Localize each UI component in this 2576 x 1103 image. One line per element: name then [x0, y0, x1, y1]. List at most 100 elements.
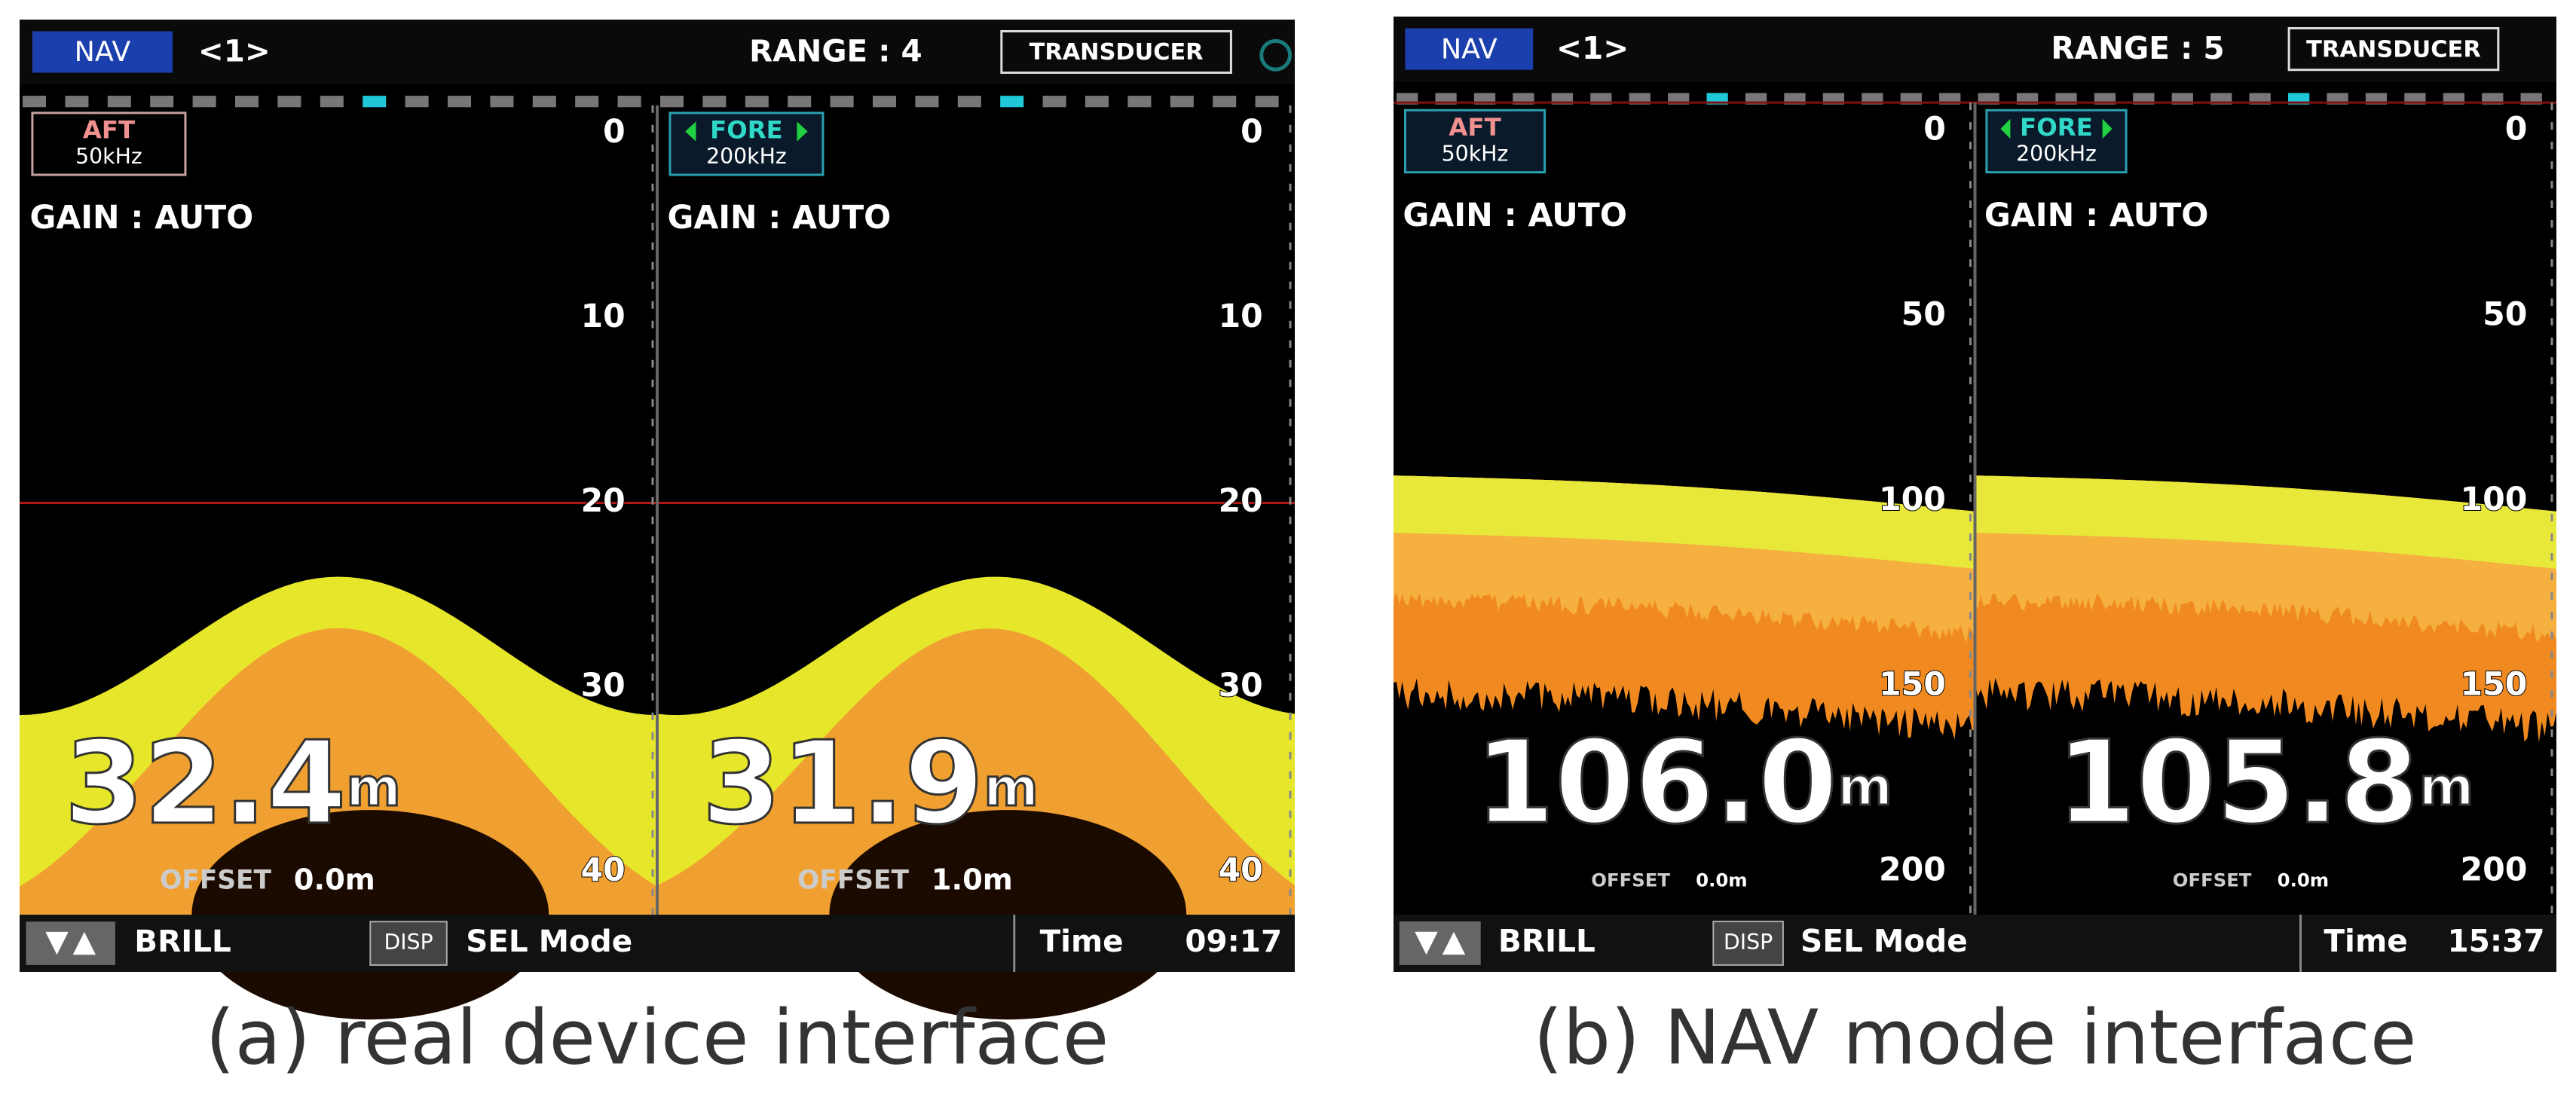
- caption: (a) real device interface: [206, 993, 1109, 1081]
- time-label: Time: [2324, 923, 2407, 959]
- depth-unit: m: [2419, 756, 2474, 817]
- arrow-up: [1442, 931, 1466, 955]
- caption: (b) NAV mode interface: [1534, 993, 2417, 1081]
- page-indicator: [1170, 96, 1194, 108]
- transducer-label: TRANSDUCER: [1029, 39, 1204, 66]
- channel-freq: 50kHz: [75, 144, 142, 169]
- channel-freq: 200kHz: [706, 144, 787, 169]
- gain-label: GAIN : AUTO: [1403, 197, 1627, 234]
- depth-unit: m: [984, 757, 1038, 818]
- depth-tick-label: 0: [1241, 114, 1263, 151]
- gain-label: GAIN : AUTO: [1984, 197, 2209, 234]
- sel-mode-label: SEL Mode: [466, 923, 632, 959]
- depth-unit: m: [1837, 756, 1892, 817]
- page-indicator: [448, 96, 472, 108]
- page-indicator: [1085, 96, 1109, 108]
- mode-label: NAV: [75, 35, 131, 68]
- arrow-right: [2102, 118, 2113, 139]
- gain-label: GAIN : AUTO: [30, 200, 254, 237]
- depth-tick-label: 50: [2483, 295, 2527, 333]
- arrow-down: [1415, 931, 1438, 955]
- footer-bar: [1394, 914, 2556, 972]
- page-indicator: [192, 96, 216, 108]
- depth-tick-label: 0: [603, 114, 626, 151]
- page-indicator: [575, 96, 599, 108]
- sel-mode-label: SEL Mode: [1800, 923, 1968, 959]
- page-indicator: [1127, 96, 1152, 108]
- depth-tick-label: 50: [1901, 295, 1946, 333]
- page-indicator: [532, 96, 556, 108]
- status-icon: [1259, 38, 1293, 72]
- offset-label: OFFSET: [160, 865, 271, 895]
- depth-value: 31.9: [702, 716, 984, 849]
- offset-value: 1.0m: [932, 863, 1013, 897]
- range-label: RANGE : 4: [749, 33, 922, 69]
- page-indicator: [1042, 96, 1066, 108]
- echo-yellow: [1975, 475, 2556, 569]
- channel-badge: [31, 112, 187, 176]
- page-indicator: [1000, 96, 1024, 108]
- page-indicator: [873, 96, 897, 108]
- arrow-left: [685, 121, 696, 142]
- time-label: Time: [1040, 923, 1124, 959]
- channel-name: FORE: [710, 116, 783, 145]
- disp-label: DISP: [1724, 930, 1773, 955]
- page-indicator: [915, 96, 939, 108]
- offset-value: 0.0m: [294, 863, 375, 897]
- page-indicator: [490, 96, 514, 108]
- depth-value: 106.0: [1475, 716, 1837, 849]
- mode-badge: [32, 31, 173, 73]
- mode-label: NAV: [1441, 32, 1498, 65]
- arrow-up: [72, 931, 96, 955]
- depth-tick-label: 20: [1219, 483, 1263, 520]
- page-indicator: [363, 96, 387, 108]
- depth-readout: 31.9m: [702, 716, 1039, 849]
- arrow-button: [1399, 921, 1481, 965]
- depth-tick-label: 20: [581, 483, 626, 520]
- time-value: 09:17: [1185, 923, 1282, 959]
- channel-name: FORE: [2020, 113, 2093, 142]
- page-indicator: [660, 96, 684, 108]
- depth-tick-label: 10: [581, 298, 626, 335]
- offset-label: OFFSET: [1591, 869, 1670, 891]
- page-indicator: [788, 96, 812, 108]
- arrow-down: [45, 931, 69, 955]
- brill-label: BRILL: [134, 923, 231, 959]
- echo-column: [1975, 475, 2556, 743]
- arrow-right: [797, 121, 808, 142]
- page-indicator: [320, 96, 344, 108]
- offset-value: 0.0m: [2278, 869, 2329, 891]
- page-indicator: [405, 96, 429, 108]
- footer-bar: [20, 915, 1295, 972]
- page-indicator: [23, 96, 47, 108]
- page-indicator: [65, 96, 89, 108]
- mode-badge: [1405, 28, 1534, 70]
- page-indicator: [702, 96, 727, 108]
- channel-name: AFT: [1449, 113, 1501, 142]
- page-indicator: [235, 96, 259, 108]
- arrow-button: [26, 921, 115, 965]
- offset-label: OFFSET: [2173, 869, 2252, 891]
- range-label: RANGE : 5: [2051, 30, 2224, 66]
- depth-tick-label: 10: [1219, 298, 1263, 335]
- depth-tick-label: 40: [1219, 852, 1263, 889]
- depth-readout: 105.8m: [2057, 716, 2474, 849]
- channel-freq: 50kHz: [1442, 142, 1509, 167]
- depth-value: 32.4: [64, 716, 346, 849]
- arrow-left: [2000, 118, 2011, 139]
- transducer-button: [1000, 29, 1232, 74]
- page-indicator: [150, 96, 174, 108]
- page-indicator: [277, 96, 301, 108]
- disp-label: DISP: [384, 930, 433, 955]
- echo-yellow: [1394, 475, 1975, 569]
- depth-tick-label: 100: [1879, 481, 1946, 518]
- offset-value: 0.0m: [1696, 869, 1747, 891]
- time-value: 15:37: [2447, 923, 2544, 959]
- depth-readout: 32.4m: [64, 716, 401, 849]
- page-indicator: [1213, 96, 1237, 108]
- channel-badge: [1403, 108, 1547, 174]
- channel-name: AFT: [83, 116, 135, 145]
- depth-unit: m: [346, 757, 400, 818]
- disp-button: [1712, 921, 1784, 966]
